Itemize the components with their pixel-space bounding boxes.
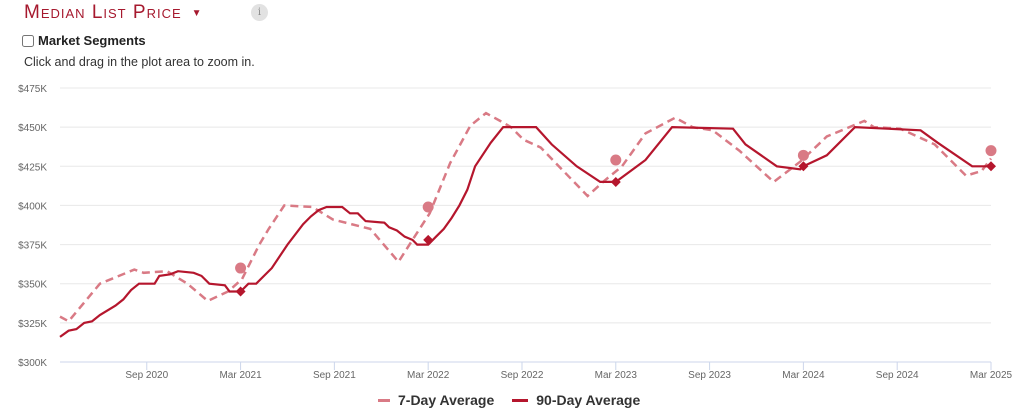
info-icon[interactable]: i (251, 4, 268, 21)
90-day-marker (986, 161, 996, 172)
x-tick-label: Sep 2021 (313, 370, 356, 381)
metric-selector-title[interactable]: Median List Price ▼ (24, 2, 203, 24)
market-segments-checkbox[interactable] (22, 34, 34, 47)
90-day-marker (610, 176, 621, 187)
x-tick-label: Mar 2023 (595, 370, 638, 381)
x-tick-label: Sep 2023 (688, 370, 731, 381)
legend-label: 90-Day Average (536, 392, 641, 408)
dash-swatch-icon (378, 398, 390, 402)
90-day-marker (423, 234, 434, 245)
7-day-marker (610, 154, 622, 166)
line-swatch-icon (512, 398, 529, 402)
series-90-day-line (59, 125, 991, 338)
y-tick-label: $450K (18, 123, 47, 134)
x-tick-label: Sep 2022 (501, 370, 544, 381)
y-tick-label: $325K (18, 319, 47, 330)
x-tick-label: Sep 2020 (125, 370, 168, 381)
y-tick-label: $400K (18, 201, 47, 212)
7-day-marker (797, 149, 809, 161)
y-tick-label: $475K (18, 84, 47, 95)
90-day-marker (798, 161, 809, 172)
7-day-marker (985, 145, 997, 157)
legend-item-90-day[interactable]: 90-Day Average (512, 392, 640, 408)
y-tick-label: $425K (18, 162, 47, 173)
chart-title: Median List Price (24, 2, 182, 23)
legend-item-7-day[interactable]: 7-Day Average (378, 392, 494, 408)
x-tick-label: Mar 2025 (970, 370, 1013, 381)
series-7-day-line (59, 111, 992, 323)
y-tick-label: $300K (18, 358, 47, 369)
legend: 7-Day Average 90-Day Average (378, 392, 640, 408)
caret-down-icon: ▼ (191, 7, 203, 19)
7-day-marker (422, 201, 434, 213)
x-tick-label: Mar 2022 (407, 370, 450, 381)
90-day-marker (235, 286, 246, 297)
y-tick-label: $375K (18, 241, 47, 252)
legend-label: 7-Day Average (398, 392, 495, 408)
7-day-marker (235, 262, 247, 274)
y-tick-label: $350K (18, 280, 47, 291)
market-segments-toggle[interactable]: Market Segments (22, 33, 146, 48)
x-tick-label: Sep 2024 (876, 370, 919, 381)
market-segments-label: Market Segments (38, 33, 146, 48)
x-tick-label: Mar 2021 (219, 370, 262, 381)
x-tick-label: Mar 2024 (782, 370, 825, 381)
zoom-hint: Click and drag in the plot area to zoom … (24, 55, 255, 69)
